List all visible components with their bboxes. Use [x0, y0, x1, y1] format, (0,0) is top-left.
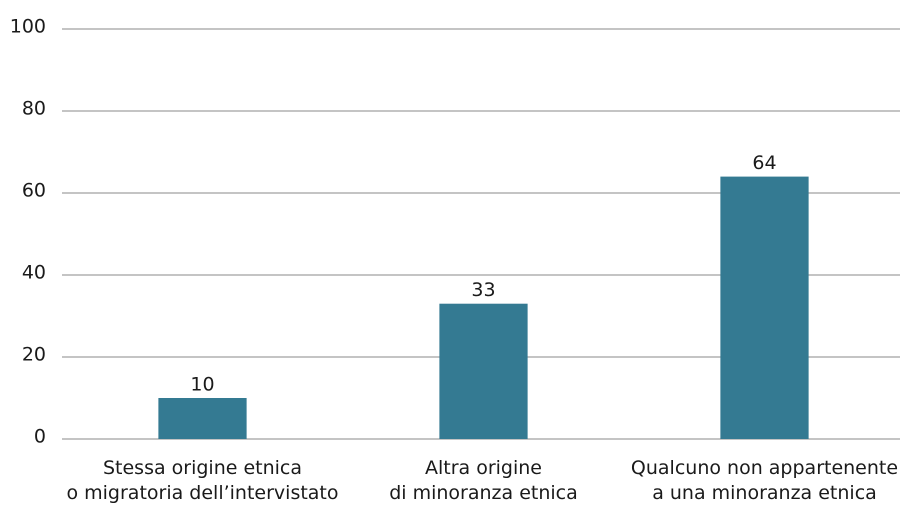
x-tick-label: Qualcuno non appartenente a una minoranz…	[630, 457, 899, 504]
bar	[439, 303, 528, 439]
y-tick-label: 100	[10, 16, 46, 38]
y-tick-label: 20	[22, 344, 46, 366]
y-tick-label: 80	[22, 98, 46, 120]
bar	[720, 176, 809, 439]
bar	[158, 398, 247, 439]
x-tick-label: Altra origine di minoranza etnica	[389, 457, 578, 504]
data-label: 33	[471, 279, 495, 301]
y-tick-label: 60	[22, 180, 46, 202]
y-tick-label: 40	[22, 262, 46, 284]
x-tick-label: Stessa origine etnica o migratoria dell’…	[66, 457, 339, 504]
data-label: 64	[752, 152, 776, 174]
data-label: 10	[190, 374, 214, 396]
y-tick-label: 0	[34, 426, 46, 448]
